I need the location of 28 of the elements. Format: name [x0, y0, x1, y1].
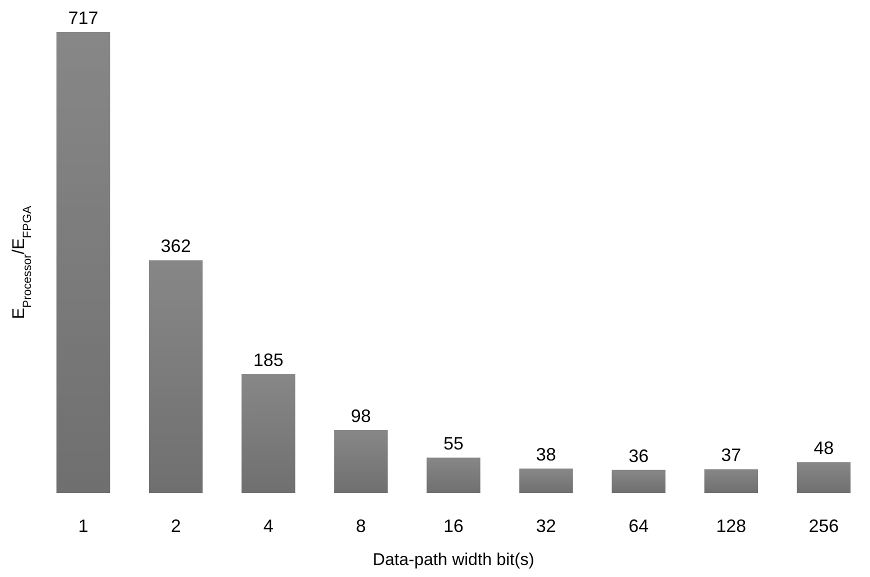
x-tick-label: 1 — [78, 516, 88, 536]
x-tick-label: 8 — [356, 516, 366, 536]
bar — [426, 458, 480, 493]
data-label: 717 — [68, 8, 98, 28]
x-tick-label: 32 — [536, 516, 556, 536]
x-tick-label: 64 — [628, 516, 649, 536]
x-tick-label: 4 — [263, 516, 274, 536]
bar — [519, 468, 573, 493]
bar — [612, 470, 666, 493]
x-tick-label: 2 — [170, 516, 181, 536]
data-label: 37 — [721, 445, 742, 466]
bar — [56, 32, 110, 493]
data-label: 55 — [443, 434, 464, 454]
bar — [148, 260, 203, 493]
bar — [242, 374, 296, 493]
data-label: 38 — [536, 444, 556, 465]
bar — [704, 469, 758, 493]
data-label: 36 — [628, 446, 649, 466]
x-tick-label: 128 — [716, 516, 746, 536]
data-label: 98 — [350, 406, 371, 426]
x-axis-title: Data-path width bit(s) — [372, 550, 534, 569]
x-tick-label: 16 — [443, 516, 464, 536]
x-tick-label: 256 — [808, 516, 839, 536]
data-label: 362 — [160, 236, 191, 256]
bar — [796, 462, 851, 493]
bar — [334, 430, 388, 493]
data-label: 48 — [814, 438, 834, 458]
data-label: 185 — [253, 350, 284, 370]
